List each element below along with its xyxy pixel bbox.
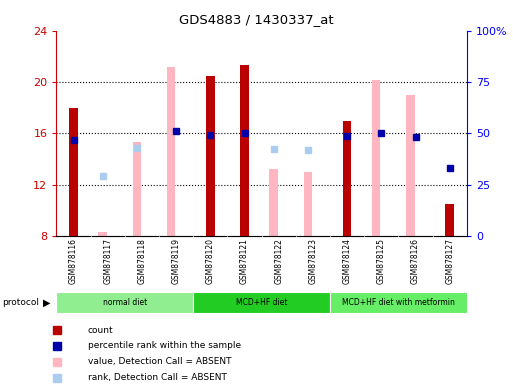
Text: GDS4883 / 1430337_at: GDS4883 / 1430337_at: [179, 13, 334, 26]
Text: GSM878118: GSM878118: [137, 238, 146, 284]
Bar: [304, 172, 312, 236]
Bar: [372, 79, 381, 236]
Text: rank, Detection Call = ABSENT: rank, Detection Call = ABSENT: [88, 373, 227, 382]
Text: GSM878121: GSM878121: [240, 238, 249, 284]
Bar: [193, 292, 330, 313]
Bar: [69, 108, 78, 236]
Text: GSM878126: GSM878126: [411, 238, 420, 284]
Text: GSM878127: GSM878127: [445, 238, 454, 284]
Text: ▶: ▶: [43, 297, 50, 308]
Text: count: count: [88, 326, 113, 334]
Bar: [343, 121, 351, 236]
Bar: [98, 232, 107, 236]
Bar: [167, 67, 175, 236]
Text: GSM878119: GSM878119: [172, 238, 181, 284]
Text: GSM878125: GSM878125: [377, 238, 386, 284]
Bar: [132, 142, 141, 236]
Text: normal diet: normal diet: [103, 298, 147, 307]
Bar: [406, 95, 415, 236]
Text: GSM878116: GSM878116: [69, 238, 78, 284]
Bar: [56, 292, 193, 313]
Bar: [330, 292, 467, 313]
Text: GSM878117: GSM878117: [103, 238, 112, 284]
Text: value, Detection Call = ABSENT: value, Detection Call = ABSENT: [88, 358, 231, 366]
Text: GSM878122: GSM878122: [274, 238, 283, 284]
Bar: [445, 204, 454, 236]
Bar: [269, 169, 278, 236]
Text: MCD+HF diet with metformin: MCD+HF diet with metformin: [342, 298, 455, 307]
Text: MCD+HF diet: MCD+HF diet: [236, 298, 287, 307]
Bar: [206, 76, 214, 236]
Bar: [240, 65, 249, 236]
Text: GSM878123: GSM878123: [308, 238, 318, 284]
Text: percentile rank within the sample: percentile rank within the sample: [88, 341, 241, 351]
Text: GSM878124: GSM878124: [343, 238, 351, 284]
Text: protocol: protocol: [3, 298, 40, 307]
Text: GSM878120: GSM878120: [206, 238, 215, 284]
